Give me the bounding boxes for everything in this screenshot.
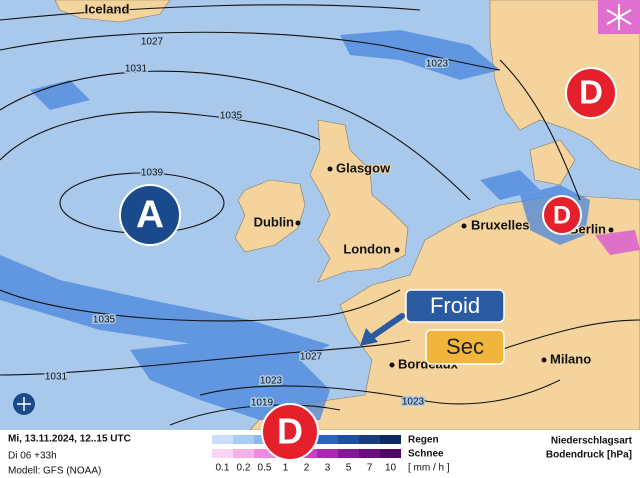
pressure-center — [261, 403, 319, 461]
tag-froid — [405, 289, 505, 323]
snow-swatch — [233, 449, 254, 458]
cold-arrow — [360, 313, 405, 346]
scale-label: 7 — [367, 463, 373, 474]
pressure-center — [565, 67, 617, 119]
tag-text: Sec — [446, 334, 484, 359]
isobar-label: 1031 — [125, 64, 148, 75]
legend-unit: [ mm / h ] — [408, 463, 450, 474]
scale-label: 0.1 — [216, 463, 230, 474]
legend-snow: Schnee — [408, 449, 444, 460]
snow-swatch — [317, 449, 338, 458]
rain-swatch — [212, 435, 233, 444]
city-label: Iceland — [85, 1, 130, 16]
city-dot — [389, 362, 395, 368]
pressure-center — [119, 184, 181, 246]
snow-swatch — [359, 449, 380, 458]
snow-icon — [598, 0, 640, 34]
type-label: Niederschlagsart — [551, 436, 633, 447]
scale-label: 2 — [304, 463, 310, 474]
isobar-label: 1027 — [141, 37, 164, 48]
pressure-center-label: D — [553, 202, 571, 230]
isobar-label: 1031 — [45, 372, 68, 383]
isobar-label: 1023 — [426, 59, 449, 70]
isobar-label: 1039 — [141, 168, 164, 179]
city-label: London — [343, 241, 391, 256]
city-dot — [461, 223, 467, 229]
pressure-label: Bodendruck [hPa] — [546, 450, 632, 461]
pressure-center — [542, 195, 582, 235]
rain-swatch — [380, 435, 401, 444]
snow-swatch — [212, 449, 233, 458]
city-label: Bruxelles — [471, 217, 530, 232]
footer: Mi, 13.11.2024, 12..15 UTC Di 06 +33h Mo… — [0, 430, 640, 478]
isobar-label: 1023 — [260, 376, 283, 387]
city-dot — [327, 166, 333, 172]
scale-label: 5 — [346, 463, 352, 474]
scale-label: 1 — [283, 463, 289, 474]
scale-label: 3 — [325, 463, 331, 474]
scale-label: 0.5 — [258, 463, 272, 474]
scale-label: 0.2 — [237, 463, 251, 474]
city-label: Dublin — [254, 214, 294, 229]
pressure-center-label: D — [579, 74, 603, 111]
tag-text: Froid — [430, 293, 480, 318]
snow-swatch — [338, 449, 359, 458]
city-dot — [541, 357, 547, 363]
pressure-center-label: A — [136, 193, 164, 236]
footer-date: Mi, 13.11.2024, 12..15 UTC — [8, 434, 131, 445]
snow-swatch — [380, 449, 401, 458]
footer-model: Modell: GFS (NOAA) — [8, 466, 101, 477]
city-dot — [608, 227, 614, 233]
isobars — [0, 4, 640, 426]
rain-swatch — [233, 435, 254, 444]
land — [54, 0, 640, 431]
isobar-label: 1019 — [251, 398, 274, 409]
rain-swatch — [338, 435, 359, 444]
city-dot — [295, 220, 301, 226]
pressure-center-label: D — [277, 411, 303, 452]
city-label: Milano — [550, 351, 591, 366]
isobar-label: 1035 — [220, 111, 243, 122]
legend-rain: Regen — [408, 435, 439, 446]
tag-sec — [425, 329, 505, 365]
city-label: Glasgow — [336, 160, 391, 175]
city-dot — [394, 247, 400, 253]
rain-swatch — [359, 435, 380, 444]
isobar-label: 1027 — [300, 352, 323, 363]
isobar-label: 1035 — [93, 315, 116, 326]
rain-swatch — [317, 435, 338, 444]
footer-run: Di 06 +33h — [8, 451, 57, 462]
compass-icon — [13, 393, 35, 415]
isobar-label: 1023 — [402, 397, 425, 408]
scale-label: 10 — [385, 463, 397, 474]
snow-swatch — [254, 449, 275, 458]
